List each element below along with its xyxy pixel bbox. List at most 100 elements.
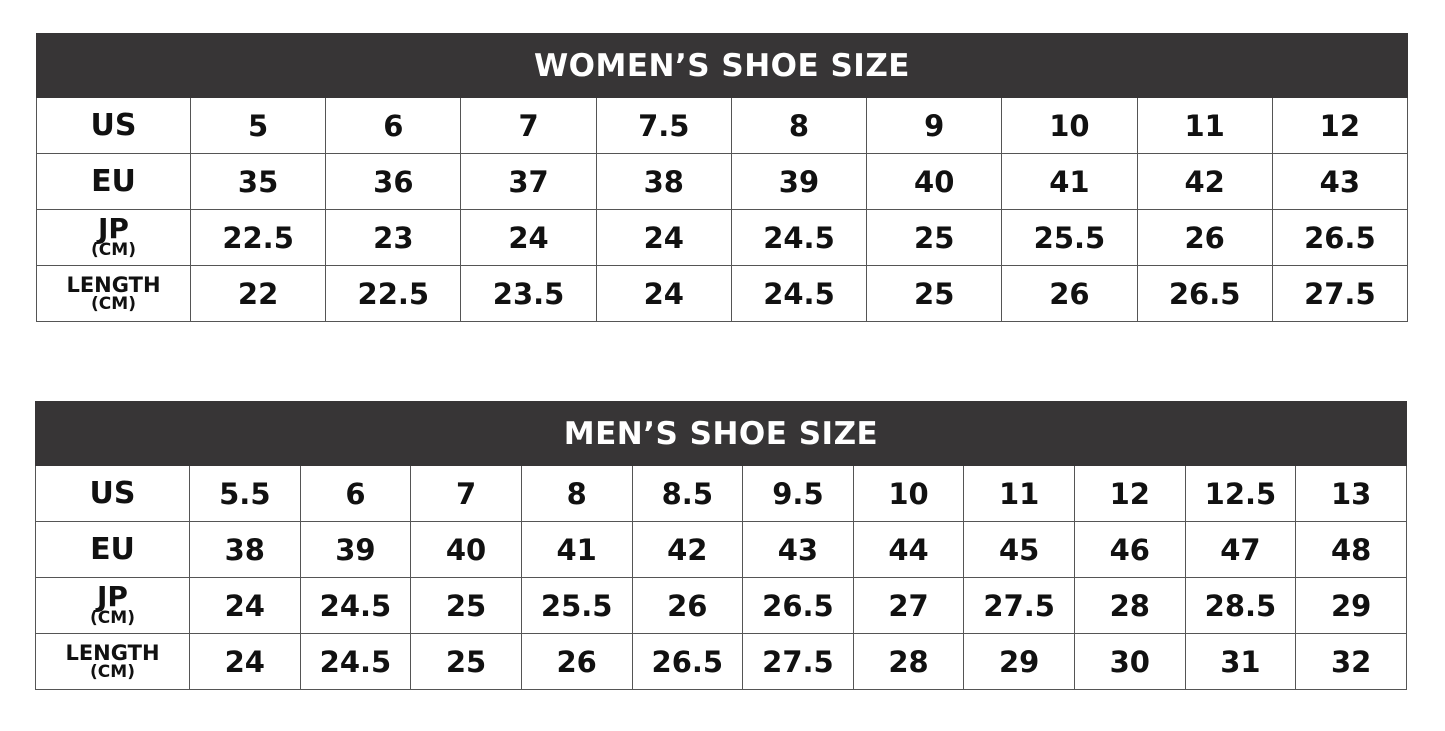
size-cell: 27.5 (963, 577, 1075, 634)
size-cell: 24 (189, 577, 301, 634)
size-cell: 22 (189, 265, 327, 322)
size-cell: 39 (730, 153, 868, 210)
table-row: US 5 6 7 7.5 8 9 10 11 12 (36, 97, 1408, 154)
size-cell: 39 (299, 521, 412, 578)
size-cell: 43 (742, 521, 854, 578)
size-cell: 25 (866, 265, 1003, 322)
size-cell: 12.5 (1184, 465, 1297, 522)
size-cell: 30 (1074, 633, 1186, 690)
size-cell: 29 (963, 633, 1075, 690)
size-cell: 24 (595, 209, 732, 266)
size-cell: 47 (1184, 521, 1297, 578)
size-cell: 40 (866, 153, 1003, 210)
row-label-jp: JP (CM) (36, 209, 191, 266)
size-cell: 38 (189, 521, 301, 578)
size-cell: 23.5 (460, 265, 597, 322)
size-cell: 24.5 (730, 209, 868, 266)
table-row: US 5.5 6 7 8 8.5 9.5 10 11 12 12.5 13 (35, 465, 1407, 522)
row-label-jp: JP (CM) (35, 577, 190, 634)
size-cell: 22.5 (325, 265, 462, 322)
size-cell: 25.5 (1001, 209, 1138, 266)
size-cell: 24.5 (299, 633, 412, 690)
size-cell: 24.5 (730, 265, 868, 322)
size-cell: 25 (410, 633, 522, 690)
size-cell: 24 (460, 209, 597, 266)
size-cell: 37 (460, 153, 597, 210)
size-cell: 44 (852, 521, 965, 578)
row-label-text: JP (98, 212, 129, 246)
size-cell: 8.5 (631, 465, 744, 522)
size-cell: 24.5 (299, 577, 412, 634)
size-cell: 24 (189, 633, 301, 690)
size-cell: 6 (299, 465, 412, 522)
size-cell: 40 (410, 521, 522, 578)
size-cell: 11 (963, 465, 1075, 522)
table-title: MEN’S SHOE SIZE (35, 401, 1407, 466)
table-title-row: MEN’S SHOE SIZE (35, 401, 1407, 466)
size-cell: 7 (410, 465, 522, 522)
size-cell: 45 (963, 521, 1075, 578)
size-cell: 23 (325, 209, 462, 266)
size-cell: 13 (1295, 465, 1407, 522)
size-cell: 48 (1295, 521, 1407, 578)
size-cell: 6 (325, 97, 462, 154)
men-size-table: MEN’S SHOE SIZE US 5.5 6 7 8 8.5 9.5 10 11 12 12.5 1… (35, 401, 1407, 690)
size-cell: 11 (1136, 97, 1273, 154)
table-title-row: WOMEN’S SHOE SIZE (36, 33, 1408, 98)
size-cell: 27 (852, 577, 965, 634)
table-row: JP (CM) 24 24.5 25 25.5 26 26.5 27 27.5 28 28.5 29 (35, 577, 1407, 634)
row-label-unit: (CM) (90, 607, 135, 628)
row-label-text: LENGTH (65, 640, 160, 665)
size-cell: 12 (1271, 97, 1408, 154)
size-cell: 46 (1074, 521, 1186, 578)
row-label-eu: EU (35, 521, 190, 578)
row-label-length: LENGTH (CM) (36, 265, 191, 322)
size-cell: 7.5 (595, 97, 732, 154)
size-cell: 8 (730, 97, 868, 154)
size-cell: 35 (189, 153, 327, 210)
size-cell: 28 (852, 633, 965, 690)
table-row: JP (CM) 22.5 23 24 24 24.5 25 25.5 26 26.5 (36, 209, 1408, 266)
table-row: LENGTH (CM) 22 22.5 23.5 24 24.5 25 26 26.5 27.5 (36, 265, 1408, 322)
size-cell: 31 (1184, 633, 1297, 690)
size-cell: 9 (866, 97, 1003, 154)
size-cell: 28 (1074, 577, 1186, 634)
size-cell: 8 (520, 465, 633, 522)
size-cell: 43 (1271, 153, 1408, 210)
size-cell: 10 (1001, 97, 1138, 154)
size-cell: 25 (866, 209, 1003, 266)
size-cell: 22.5 (189, 209, 327, 266)
row-label-text: US (90, 107, 137, 143)
row-label-unit: (CM) (90, 661, 135, 682)
size-cell: 28.5 (1184, 577, 1297, 634)
size-cell: 12 (1074, 465, 1186, 522)
size-cell: 10 (852, 465, 965, 522)
size-cell: 42 (1136, 153, 1273, 210)
row-label-unit: (CM) (91, 293, 136, 314)
size-cell: 7 (460, 97, 597, 154)
size-cell: 41 (1001, 153, 1138, 210)
table-title: WOMEN’S SHOE SIZE (36, 33, 1408, 98)
size-cell: 26.5 (742, 577, 854, 634)
size-cell: 26 (631, 577, 744, 634)
row-label-unit: (CM) (91, 239, 136, 260)
size-cell: 26 (1136, 209, 1273, 266)
size-cell: 27.5 (742, 633, 854, 690)
size-cell: 26.5 (631, 633, 744, 690)
row-label-text: LENGTH (66, 272, 161, 297)
table-row: EU 38 39 40 41 42 43 44 45 46 47 48 (35, 521, 1407, 578)
size-cell: 29 (1295, 577, 1407, 634)
size-cell: 38 (595, 153, 732, 210)
size-cell: 24 (595, 265, 732, 322)
size-cell: 26 (520, 633, 633, 690)
size-cell: 26 (1001, 265, 1138, 322)
table-row: LENGTH (CM) 24 24.5 25 26 26.5 27.5 28 29 30 31 32 (35, 633, 1407, 690)
size-cell: 32 (1295, 633, 1407, 690)
size-cell: 27.5 (1271, 265, 1408, 322)
size-cell: 41 (520, 521, 633, 578)
row-label-eu: EU (36, 153, 191, 210)
table-row: EU 35 36 37 38 39 40 41 42 43 (36, 153, 1408, 210)
row-label-text: US (89, 475, 136, 511)
size-cell: 25.5 (520, 577, 633, 634)
women-size-table: WOMEN’S SHOE SIZE US 5 6 7 7.5 8 9 10 11 12 EU 35 36 3… (36, 33, 1408, 322)
